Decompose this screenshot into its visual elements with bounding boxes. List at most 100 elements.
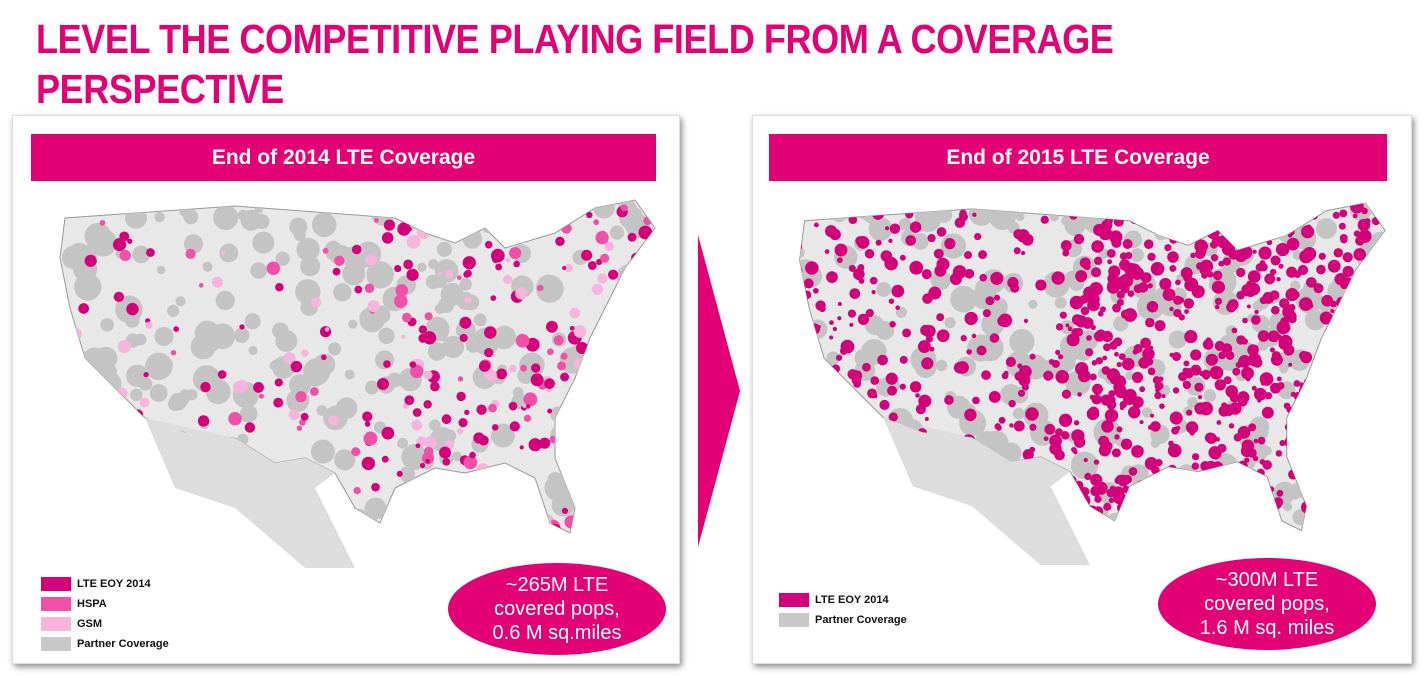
- coverage-blob: [864, 517, 873, 526]
- coverage-blob: [457, 376, 464, 382]
- coverage-blob: [1133, 344, 1143, 354]
- coverage-blob: [826, 271, 838, 283]
- coverage-blob: [858, 278, 865, 284]
- coverage-blob: [1013, 247, 1021, 255]
- coverage-blob: [1116, 361, 1122, 368]
- coverage-blob: [539, 437, 551, 449]
- coverage-blob: [1286, 266, 1298, 278]
- coverage-blob: [441, 414, 452, 425]
- coverage-blob: [1257, 330, 1270, 342]
- coverage-blob: [826, 445, 837, 455]
- coverage-blob: [529, 221, 542, 234]
- coverage-blob: [114, 405, 119, 410]
- coverage-blob: [1123, 308, 1138, 322]
- coverage-blob: [1013, 420, 1025, 432]
- coverage-blob: [60, 434, 61, 445]
- coverage-blob: [795, 222, 799, 226]
- legend-label: Partner Coverage: [77, 638, 169, 650]
- coverage-blob: [1073, 233, 1085, 245]
- coverage-blob: [827, 419, 841, 433]
- coverage-blob: [1373, 258, 1386, 272]
- legend: LTE EOY 2014 Partner Coverage: [779, 590, 907, 630]
- coverage-blob: [1242, 317, 1248, 324]
- coverage-blob: [900, 488, 908, 496]
- coverage-blob: [875, 462, 881, 467]
- coverage-blob: [503, 274, 513, 285]
- coverage-blob: [1268, 216, 1282, 230]
- coverage-blob: [119, 249, 131, 262]
- coverage-blob: [1183, 298, 1195, 309]
- coverage-blob: [1131, 371, 1144, 383]
- coverage-blob: [1348, 300, 1353, 305]
- coverage-blob: [185, 248, 196, 259]
- coverage-blob: [1023, 318, 1029, 324]
- coverage-blob: [1003, 370, 1009, 376]
- coverage-blob: [362, 411, 373, 422]
- coverage-blob: [1114, 351, 1119, 357]
- coverage-blob: [595, 436, 610, 451]
- coverage-blob: [1314, 386, 1319, 392]
- coverage-blob: [529, 508, 543, 521]
- coverage-blob: [555, 236, 565, 247]
- coverage-blob: [832, 326, 838, 332]
- coverage-blob: [923, 325, 935, 336]
- coverage-blob: [1370, 502, 1375, 507]
- coverage-blob: [1162, 288, 1176, 302]
- coverage-blob: [1065, 323, 1070, 328]
- coverage-blob: [869, 458, 875, 464]
- coverage-blob: [1172, 387, 1180, 394]
- coverage-blob: [60, 453, 63, 459]
- coverage-blob: [1074, 327, 1084, 337]
- coverage-blob: [1309, 440, 1322, 453]
- coverage-blob: [506, 211, 511, 217]
- coverage-blob: [434, 200, 444, 210]
- coverage-blob: [139, 397, 150, 408]
- legend-label: LTE EOY 2014: [77, 578, 151, 590]
- coverage-blob: [562, 266, 567, 271]
- coverage-blob: [1154, 219, 1163, 228]
- coverage-blob: [1353, 248, 1366, 261]
- coverage-blob: [1366, 403, 1373, 410]
- coverage-blob: [1184, 309, 1189, 314]
- coverage-blob: [1231, 327, 1238, 334]
- coverage-blob: [1208, 516, 1219, 526]
- coverage-blob: [588, 478, 603, 492]
- coverage-blob: [644, 516, 651, 523]
- coverage-blob: [1340, 281, 1348, 290]
- coverage-blob: [1251, 315, 1261, 325]
- coverage-blob: [1361, 207, 1368, 215]
- coverage-blob: [952, 265, 967, 279]
- coverage-blob: [1279, 440, 1286, 447]
- coverage-blob: [801, 372, 811, 383]
- coverage-blob: [1288, 362, 1293, 367]
- coverage-blob: [1357, 366, 1364, 373]
- coverage-blob: [915, 393, 920, 398]
- coverage-blob: [1202, 518, 1211, 527]
- right-panel: End of 2015 LTE Coverage LTE EOY 2014 Pa…: [752, 115, 1412, 664]
- coverage-blob: [839, 404, 847, 412]
- coverage-blob: [553, 335, 564, 346]
- coverage-blob: [505, 257, 511, 263]
- coverage-blob: [799, 264, 803, 278]
- coverage-blob: [1271, 499, 1282, 510]
- coverage-blob: [1139, 386, 1146, 393]
- coverage-blob: [1382, 520, 1386, 525]
- coverage-blob: [432, 513, 442, 523]
- coverage-blob: [862, 362, 871, 372]
- coverage-blob: [1314, 458, 1323, 467]
- coverage-blob: [1029, 446, 1036, 453]
- coverage-blob: [507, 234, 513, 240]
- coverage-blob: [460, 200, 470, 210]
- coverage-blob: [575, 341, 589, 355]
- coverage-blob: [1055, 370, 1070, 384]
- coverage-blob: [476, 404, 487, 415]
- left-panel: End of 2014 LTE Coverage LTE EOY 2014 HS…: [12, 115, 680, 664]
- coverage-blob: [211, 276, 223, 288]
- coverage-blob: [624, 465, 636, 478]
- coverage-blob: [1241, 215, 1249, 223]
- coverage-blob: [459, 333, 468, 343]
- coverage-blob: [578, 414, 584, 420]
- coverage-blob: [1136, 480, 1147, 492]
- coverage-blob: [1084, 472, 1092, 481]
- coverage-blob: [523, 392, 538, 407]
